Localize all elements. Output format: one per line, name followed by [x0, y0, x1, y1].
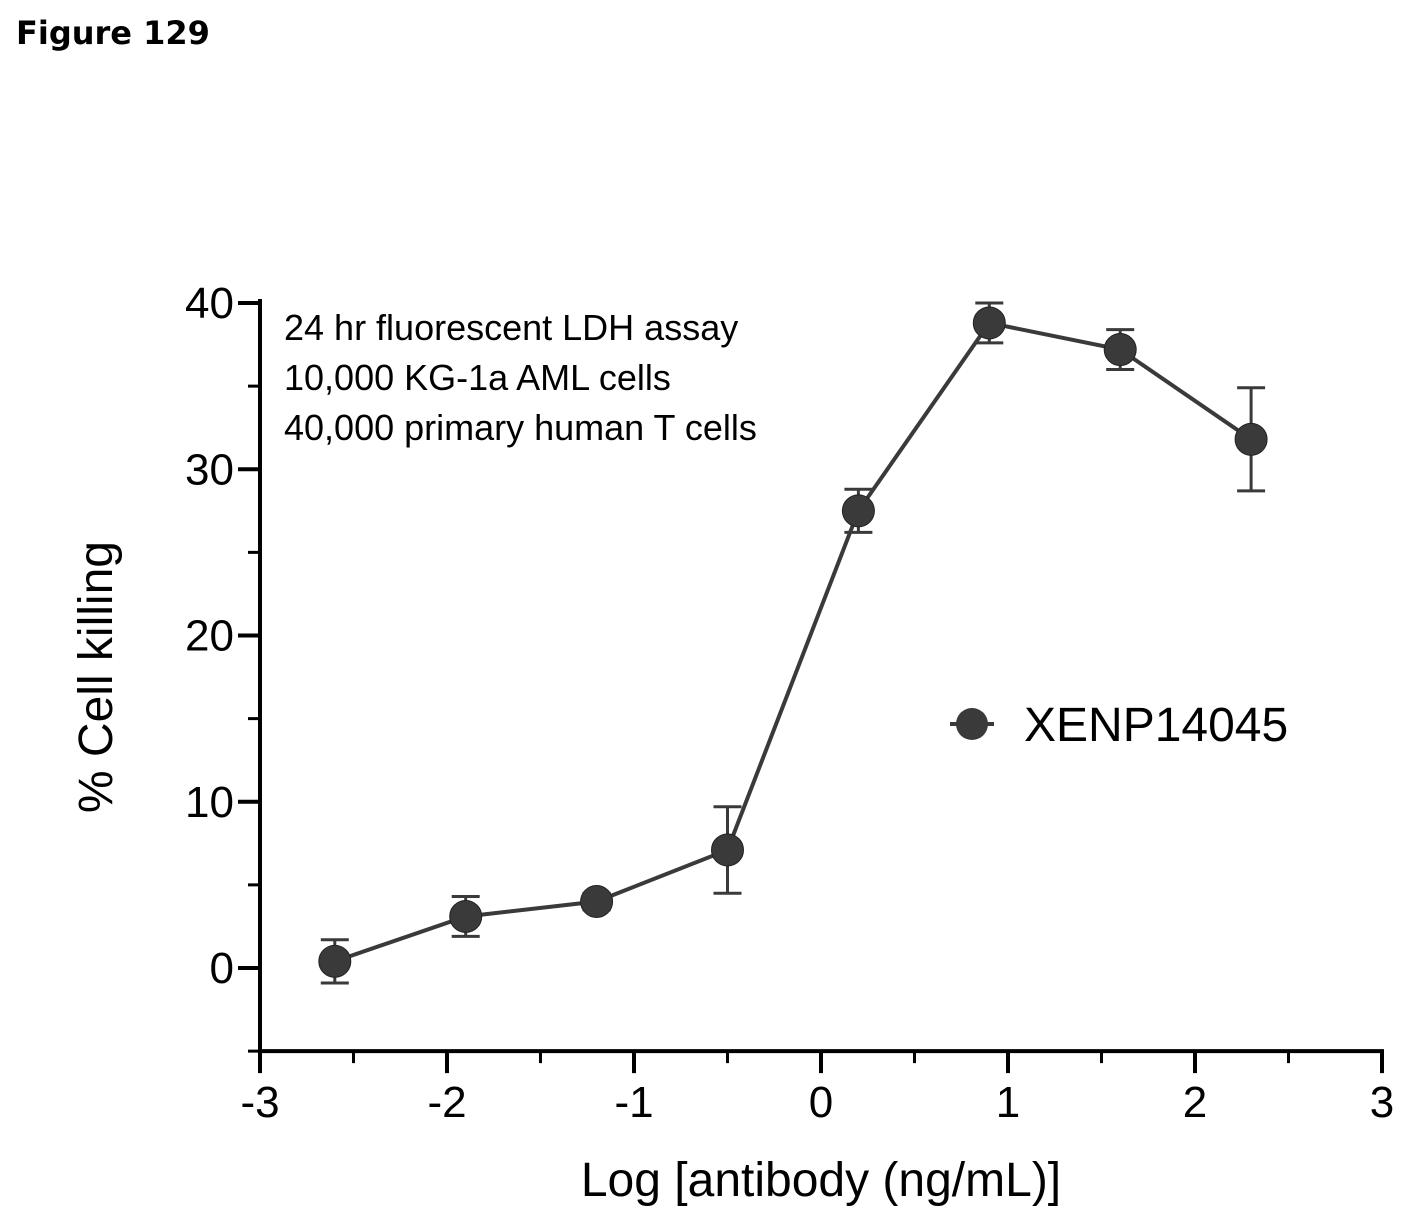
data-point	[842, 495, 874, 527]
data-point	[450, 900, 482, 932]
annotation-line-3: 40,000 primary human T cells	[284, 407, 757, 448]
legend-label: XENP14045	[1024, 699, 1288, 752]
data-point	[1235, 423, 1267, 455]
y-axis-title: % Cell killing	[70, 541, 123, 813]
x-tick-label: 3	[1370, 1078, 1394, 1127]
y-tick-label: 10	[185, 778, 234, 827]
x-tick-label: -2	[427, 1078, 466, 1127]
x-tick-label: 0	[809, 1078, 833, 1127]
x-tick-label: 1	[996, 1078, 1020, 1127]
legend-dot-marker	[956, 708, 988, 740]
x-tick-label: -3	[240, 1078, 279, 1127]
data-point	[319, 945, 351, 977]
y-tick-label: 0	[210, 944, 234, 993]
data-point	[712, 834, 744, 866]
data-point	[581, 886, 613, 918]
y-tick-label: 20	[185, 612, 234, 661]
y-tick-label: 30	[185, 445, 234, 494]
chart-annotations: 24 hr fluorescent LDH assay 10,000 KG-1a…	[284, 307, 757, 448]
data-point	[973, 307, 1005, 339]
data-point	[1104, 334, 1136, 366]
y-tick-label: 40	[185, 279, 234, 328]
x-tick-label: 2	[1183, 1078, 1207, 1127]
x-tick-label: -1	[614, 1078, 653, 1127]
legend: XENP14045	[950, 699, 1288, 752]
annotation-line-1: 24 hr fluorescent LDH assay	[284, 307, 738, 348]
annotation-line-2: 10,000 KG-1a AML cells	[284, 357, 671, 398]
chart-plot-area	[319, 303, 1267, 983]
x-axis-title: Log [antibody (ng/mL)]	[581, 1154, 1061, 1207]
